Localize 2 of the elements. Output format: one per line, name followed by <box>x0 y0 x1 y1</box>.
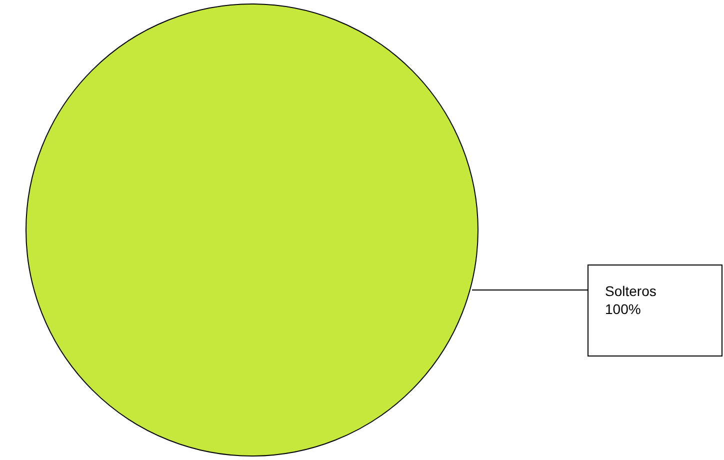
data-label: 100% <box>605 301 641 317</box>
slice-label: Solteros <box>605 283 656 299</box>
